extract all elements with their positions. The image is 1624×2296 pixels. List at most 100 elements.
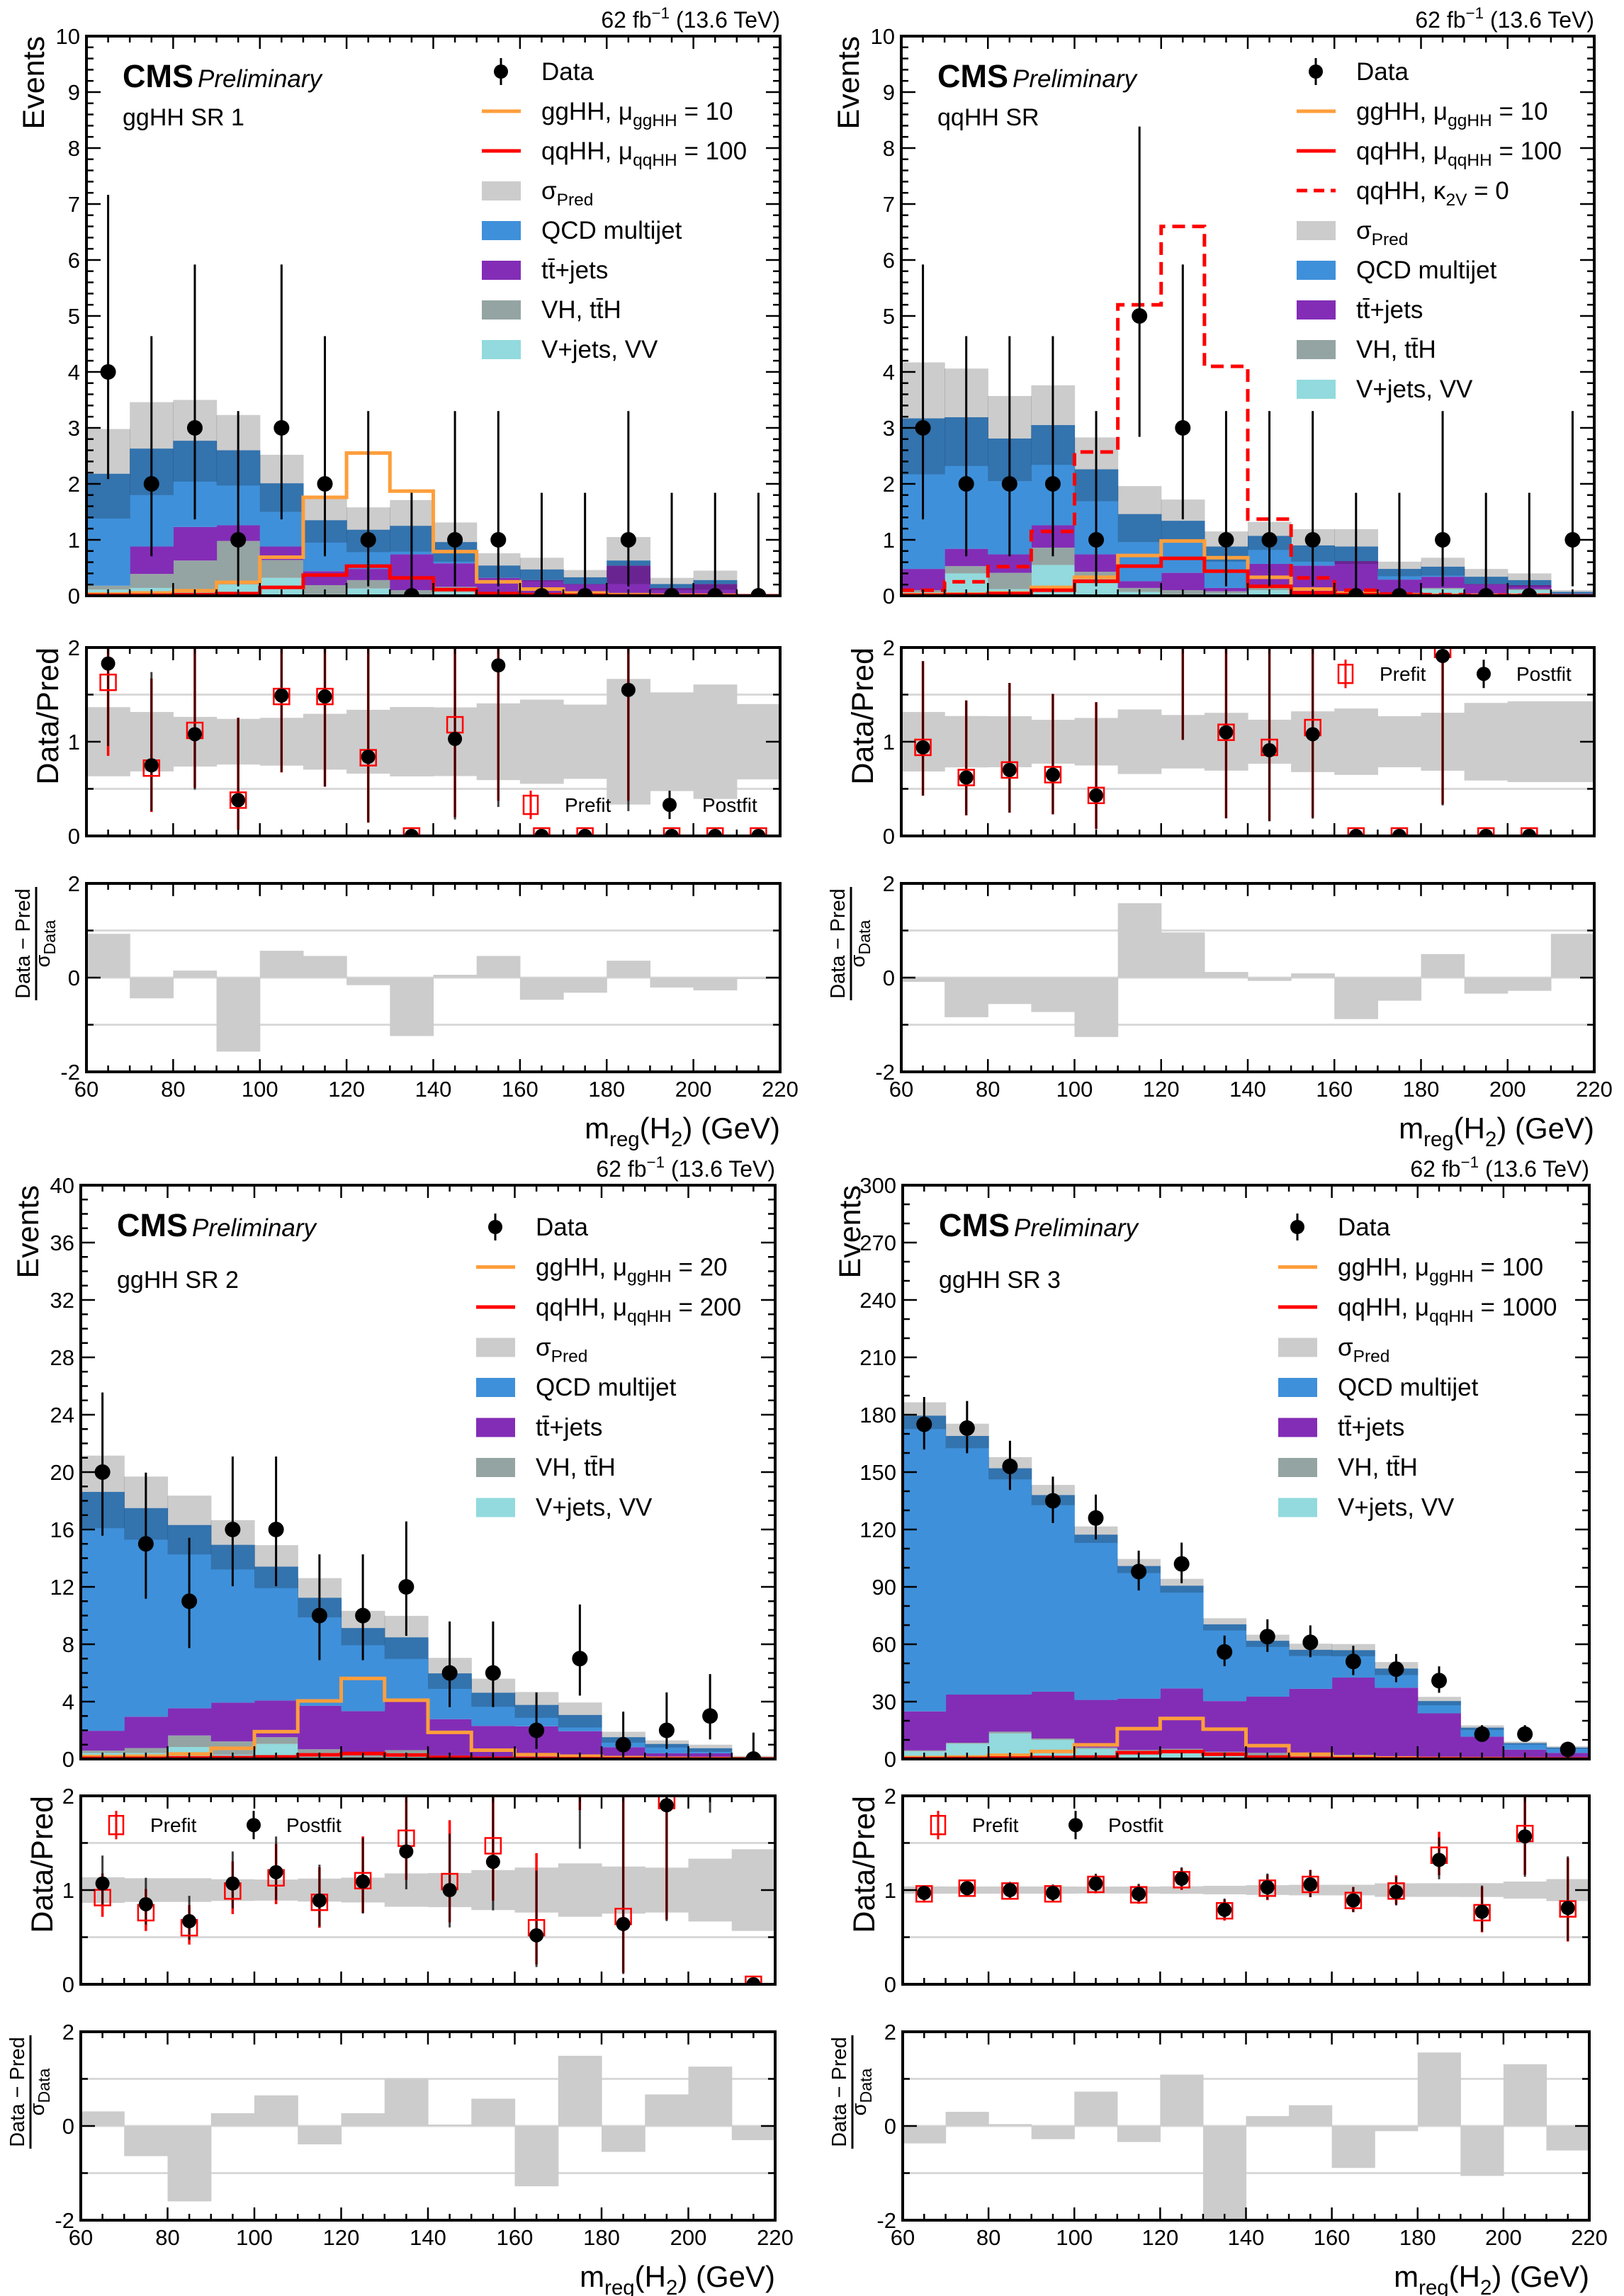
y-tick-label-part: 12 [50, 1575, 74, 1600]
data-points [916, 1397, 1576, 1758]
pull-bar [298, 2126, 342, 2144]
stack-bar-ttbar [945, 1695, 989, 1743]
data-point [1560, 1741, 1576, 1758]
postfit-marker [312, 1893, 327, 1908]
ratio-legend-prefit: Prefit [972, 1814, 1019, 1836]
ratio-y-tick-label: 2 [62, 1784, 74, 1809]
legend-entry: V+jets, VV [476, 1494, 653, 1522]
x-tick-label-part: 100 [236, 2225, 273, 2250]
legend-fill-swatch [476, 1458, 515, 1477]
legend-postfit-marker [662, 798, 677, 813]
postfit-marker [1002, 762, 1017, 777]
data-point [1388, 1661, 1404, 1678]
x-tick-label-part: 100 [1056, 1077, 1093, 1102]
legend-entry: ggHH, μggHH = 100 [1278, 1254, 1543, 1286]
legend: Data ggHH, μggHH = 20 qqHH, μqqHH = 200 σPr… [476, 1214, 741, 1522]
pull-bar [1546, 2126, 1589, 2151]
ratio-y-tick-label: 1 [62, 1878, 74, 1903]
lumi-label-part: −1 [1461, 1153, 1479, 1171]
lumi-label-part: −1 [647, 1153, 665, 1171]
pull-y-tick-label: 2 [884, 2020, 896, 2045]
x-tick-label: 180 [583, 2225, 620, 2250]
prefit-marker [1044, 766, 1062, 784]
stack-bar-qcd [254, 1566, 298, 1701]
x-axis-title-part: (H [635, 2260, 666, 2293]
y-tick-label-part: 8 [883, 136, 895, 161]
y-tick-label: 4 [68, 360, 80, 385]
stack-bar-qcd [1031, 1495, 1075, 1692]
pull-bar [1460, 2126, 1504, 2176]
ratio-y-tick-label-part: 0 [62, 1972, 74, 1997]
legend: Data ggHH, μggHH = 10 qqHH, μqqHH = 100 σPr… [482, 58, 747, 363]
y-tick-label-part: 9 [68, 80, 80, 105]
postfit-marker [182, 1913, 197, 1928]
pull-bar [1464, 978, 1509, 994]
stack-bar-ttbar [471, 1726, 516, 1757]
pull-bar [558, 2055, 602, 2126]
postfit-marker [101, 656, 115, 671]
ratio-legend-prefit: Prefit [150, 1814, 197, 1836]
legend-entry: VH, tt̄H [1278, 1454, 1418, 1481]
legend-entry: qqHH, μqqHH = 200 [476, 1294, 741, 1326]
y-tick-label: 8 [62, 1632, 74, 1657]
legend-entry: ggHH, μggHH = 10 [482, 98, 733, 130]
x-axis-title-part: 2 [1485, 1128, 1496, 1151]
lumi-label-part: 62 fb [1415, 7, 1465, 33]
postfit-marker [1089, 788, 1104, 803]
y-axis-title: Events [833, 1185, 867, 1278]
data-point [143, 476, 159, 492]
x-tick-label: 80 [155, 2225, 179, 2250]
ratio-legend-postfit: Postfit [1516, 663, 1572, 685]
pull-bar [1377, 978, 1422, 1001]
data-point [490, 532, 507, 548]
legend-label-part: qqHH [627, 1307, 672, 1326]
stack-ttbar [81, 1700, 775, 1759]
legend-label: tt̄+jets [1356, 296, 1423, 324]
data-point [1435, 532, 1451, 548]
legend-label: Data [1356, 58, 1409, 86]
legend-label: QCD multijet [1356, 256, 1497, 284]
x-axis-title-part: 2 [671, 1128, 682, 1151]
pull-y-axis-title-denominator-part: σ [32, 954, 55, 967]
postfit-marker [317, 689, 332, 704]
y-tick-label: 10 [871, 24, 895, 49]
y-tick-label-part: 1 [883, 528, 895, 553]
pull-bar [476, 956, 521, 978]
legend-label: tt̄+jets [541, 256, 608, 284]
pull-bar [1204, 972, 1248, 978]
stack-bar-ttbar [428, 1719, 472, 1755]
legend: Data ggHH, μggHH = 100 qqHH, μqqHH = 1000 σ… [1278, 1214, 1557, 1522]
pull-y-tick-label: -2 [876, 2208, 896, 2233]
lumi-label-part: (13.6 TeV) [1484, 7, 1594, 33]
x-tick-label: 220 [762, 1077, 799, 1102]
y-tick-label: 24 [50, 1403, 74, 1427]
postfit-marker [1303, 1877, 1318, 1892]
data-point [1002, 1458, 1018, 1474]
pull-frame [900, 882, 1596, 1073]
stack-bar-ttbar [903, 1711, 947, 1751]
lumi-label-part: 62 fb [596, 1156, 646, 1182]
data-point [447, 532, 463, 548]
x-tick-label-part: 160 [1316, 1077, 1353, 1102]
data-point [658, 1722, 675, 1738]
ratio-y-tick-label: 1 [68, 730, 80, 754]
legend-label-part: qqHH, μ [536, 1294, 627, 1321]
pull-bar [1503, 2064, 1547, 2126]
stack-bar-ttbar [210, 1702, 255, 1742]
prefit-marker [1217, 723, 1235, 741]
y-axis-title-part: Events [833, 1185, 867, 1278]
legend-data-marker [494, 64, 508, 79]
x-tick-label: 180 [1399, 2225, 1436, 2250]
stack-bar-ttbar [173, 526, 218, 561]
ratio-legend: Prefit Postfit [522, 791, 757, 820]
y-tick-label-part: 300 [859, 1173, 896, 1198]
x-axis-title-part: reg [1419, 2276, 1448, 2296]
x-tick-label-part: 180 [1403, 1077, 1440, 1102]
pull-bar [1117, 2126, 1161, 2142]
legend-entry: qqHH, μqqHH = 100 [482, 137, 747, 170]
ratio-legend-postfit: Postfit [286, 1814, 342, 1836]
pull-bar [607, 961, 651, 978]
stack-bar-vh [124, 1748, 169, 1753]
x-axis-title-part: m [585, 1112, 609, 1145]
y-tick-label-part: 8 [62, 1632, 74, 1657]
